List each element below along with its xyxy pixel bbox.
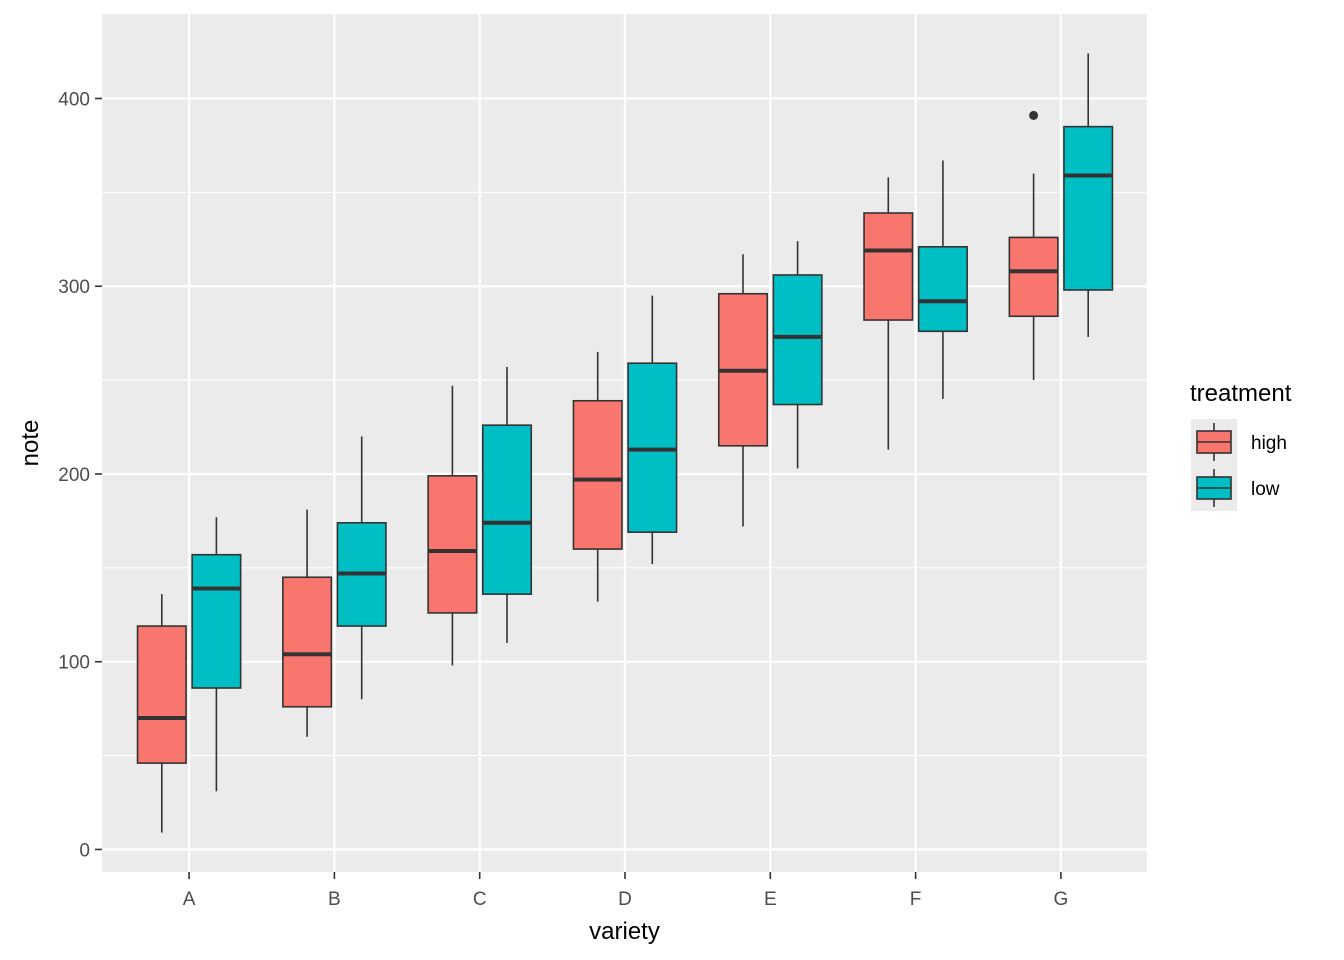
y-tick-label: 0 [79, 840, 90, 861]
outlier-point [1029, 110, 1039, 120]
x-axis: A B C D E F G [183, 872, 1069, 910]
y-tick-label: 100 [58, 653, 90, 674]
x-tick-label: G [1054, 889, 1069, 910]
box-low-A [191, 517, 242, 792]
box-high-A [136, 594, 187, 833]
grid-major [102, 14, 1147, 872]
box-body [917, 246, 968, 333]
legend: treatment high low [1190, 380, 1292, 511]
legend-label-high: high [1251, 433, 1287, 454]
box-body [772, 274, 823, 406]
box-high-C [427, 385, 478, 666]
y-tick-label: 400 [58, 89, 90, 110]
x-tick-label: D [618, 889, 632, 910]
box-body [1008, 236, 1059, 318]
box-low-D [627, 295, 678, 565]
boxes-layer [136, 53, 1114, 833]
box-high-B [282, 509, 333, 737]
box-body [427, 475, 478, 614]
box-body [481, 424, 533, 595]
x-tick-label: F [910, 889, 922, 910]
box-body [191, 553, 242, 689]
box-body [863, 212, 914, 321]
box-low-B [336, 436, 387, 700]
y-axis: 0 100 200 300 400 [58, 89, 102, 861]
y-axis-title: note [17, 420, 44, 467]
box-body [282, 576, 333, 708]
box-high-E [717, 254, 769, 527]
box-body [136, 625, 187, 764]
legend-item-high: high [1191, 419, 1287, 465]
box-high-F [863, 177, 914, 450]
box-body [572, 399, 623, 550]
x-tick-label: E [764, 889, 777, 910]
box-low-E [772, 241, 823, 469]
box-low-F [917, 160, 968, 399]
box-low-G [1063, 53, 1114, 337]
box-body [1063, 125, 1114, 291]
box-low-C [481, 366, 533, 643]
box-high-D [572, 351, 623, 602]
legend-label-low: low [1251, 479, 1280, 500]
legend-item-low: low [1191, 465, 1280, 511]
legend-title: treatment [1190, 380, 1292, 407]
x-tick-label: C [473, 889, 487, 910]
y-tick-label: 300 [58, 277, 90, 298]
box-high-G [1008, 110, 1059, 381]
x-tick-label: B [328, 889, 341, 910]
y-tick-label: 200 [58, 465, 90, 486]
x-tick-label: A [183, 889, 196, 910]
x-axis-title: variety [589, 918, 660, 945]
